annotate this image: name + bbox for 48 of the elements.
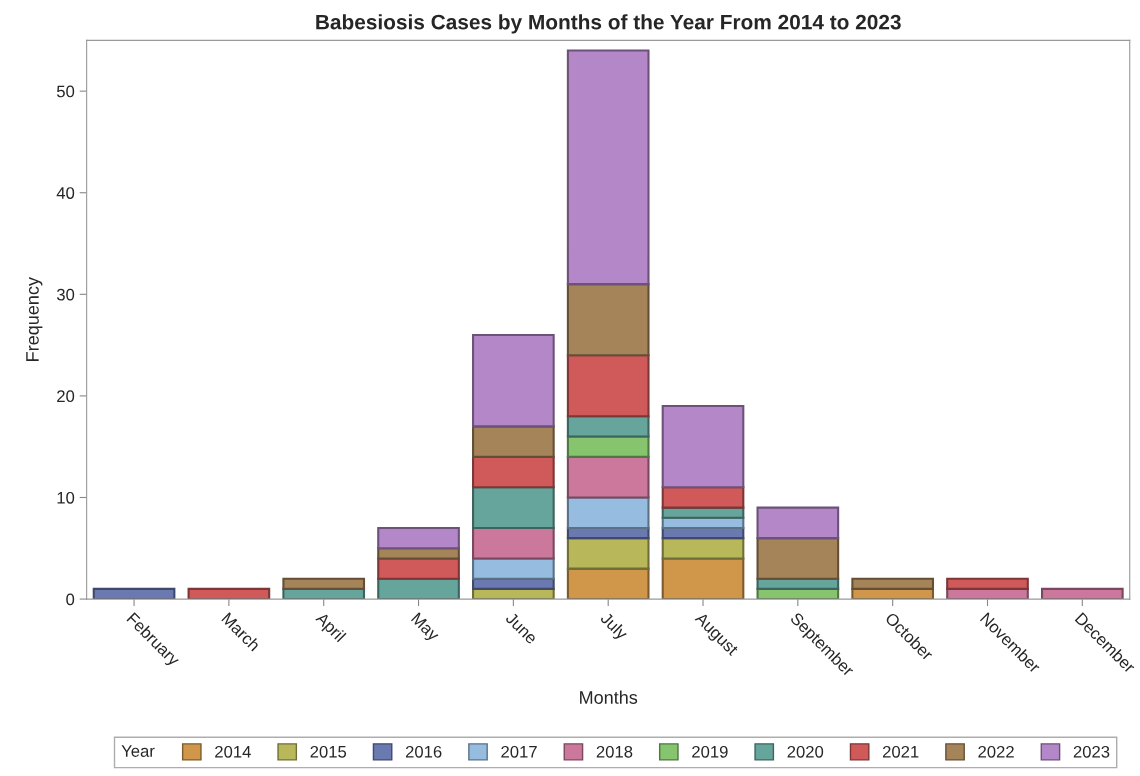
- legend-label: 2020: [787, 745, 824, 758]
- legend-label: 2022: [978, 745, 1014, 758]
- bar: [756, 537, 840, 580]
- bar: [282, 577, 366, 590]
- y-tick-label: 40: [56, 187, 75, 199]
- bar: [566, 537, 650, 570]
- y-tick-label: 50: [56, 85, 75, 98]
- x-tick-label: July: [597, 611, 630, 643]
- bar: [472, 455, 555, 489]
- legend-label: 2015: [310, 745, 347, 758]
- bar: [472, 526, 555, 560]
- legend-label: 2021: [882, 745, 919, 758]
- bar: [661, 557, 745, 600]
- bar: [566, 49, 650, 286]
- y-tick-label: 20: [57, 390, 75, 403]
- bar: [566, 415, 650, 438]
- chart-title: Babesiosis Cases by Months of the Year From 2014 to 2023: [316, 14, 901, 34]
- bar: [566, 496, 650, 529]
- bar: [472, 486, 555, 529]
- bar: [472, 333, 555, 428]
- bar: [566, 354, 650, 418]
- x-axis-title: Months: [580, 690, 638, 704]
- bar: [377, 557, 460, 580]
- bar: [566, 283, 650, 357]
- legend-label: 2016: [405, 745, 442, 758]
- x-tick-label: April: [312, 610, 347, 645]
- bar: [566, 455, 650, 499]
- bar: [946, 577, 1029, 590]
- bar: [851, 577, 935, 590]
- y-axis-title: Frequency: [26, 277, 43, 361]
- bar: [472, 425, 555, 458]
- bar: [377, 526, 460, 550]
- legend-label: 2018: [596, 745, 633, 758]
- y-tick-label: 0: [66, 593, 75, 606]
- bar: [661, 486, 745, 509]
- bar: [661, 405, 745, 489]
- bar: [472, 557, 555, 580]
- legend-label: 2014: [215, 745, 251, 758]
- x-tick-label: May: [408, 612, 441, 645]
- bar: [756, 506, 840, 540]
- legend-label: 2019: [692, 745, 728, 758]
- legend-label: 2023: [1073, 745, 1110, 758]
- y-tick-label: 30: [56, 288, 75, 301]
- y-tick-label: 10: [57, 491, 75, 504]
- bar: [566, 435, 650, 458]
- bar: [1040, 587, 1124, 600]
- legend-title: Year: [121, 745, 155, 757]
- legend-label: 2017: [501, 745, 537, 758]
